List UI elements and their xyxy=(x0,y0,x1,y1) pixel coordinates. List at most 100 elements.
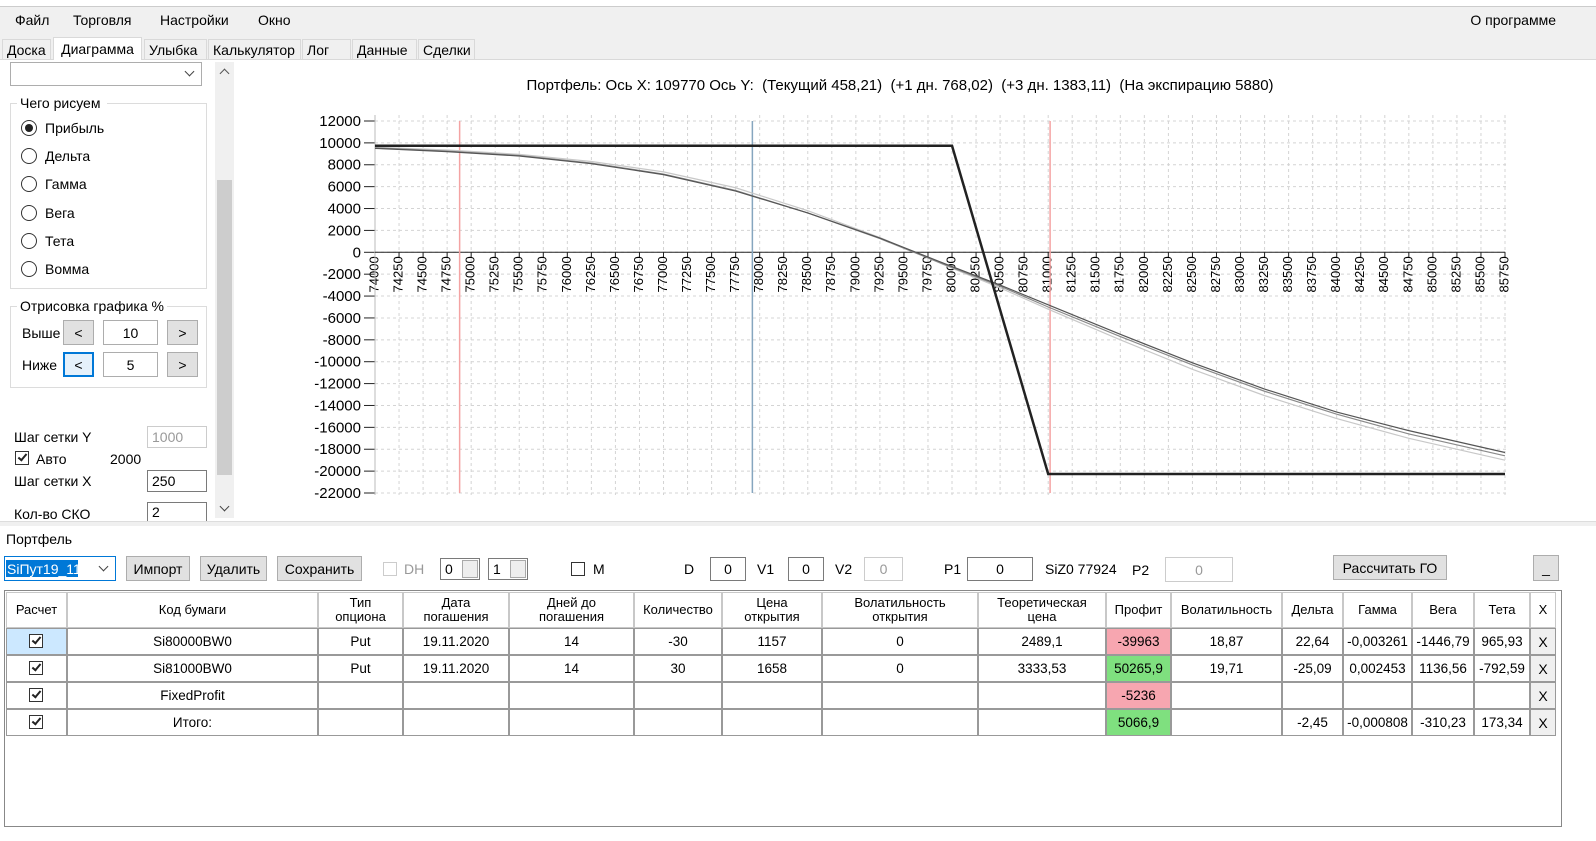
portfolio-name[interactable]: SiПут19_11 xyxy=(6,560,81,577)
grid-y-input[interactable]: 1000 xyxy=(147,426,207,448)
column-header[interactable]: Вега xyxy=(1412,592,1474,628)
table-cell: Si80000BW0 xyxy=(67,628,318,655)
param-input[interactable]: 0 xyxy=(967,557,1033,581)
table-cell: FixedProfit xyxy=(67,682,318,709)
radio[interactable] xyxy=(21,120,37,136)
radio-label[interactable]: Прибыль xyxy=(45,120,105,136)
increment-button[interactable]: > xyxy=(167,352,198,377)
radio[interactable] xyxy=(21,176,37,193)
column-header[interactable]: Код бумаги xyxy=(67,592,318,628)
y-tick-label: -20000 xyxy=(314,463,361,480)
calc-checkbox[interactable] xyxy=(29,688,43,702)
table-cell: Si81000BW0 xyxy=(67,655,318,682)
x-tick-label: 82750 xyxy=(1208,256,1223,292)
series-line xyxy=(374,147,1506,454)
param-input[interactable]: 0 xyxy=(710,557,746,581)
calc-checkbox[interactable] xyxy=(29,715,43,729)
column-header[interactable]: Дата погашения xyxy=(403,592,509,628)
increment-button[interactable]: > xyxy=(167,320,198,345)
combo-box[interactable] xyxy=(10,62,202,86)
radio-label[interactable]: Вомма xyxy=(45,261,90,277)
calc-button[interactable]: Рассчитать ГО xyxy=(1333,555,1447,580)
toolbar-button[interactable]: Импорт xyxy=(126,556,190,581)
field-label: Кол-во СКО xyxy=(14,506,91,522)
x-tick-label: 75250 xyxy=(487,256,502,292)
check-mark xyxy=(31,634,41,645)
x-tick-label: 84000 xyxy=(1328,256,1343,292)
sd-input[interactable]: 2 xyxy=(147,502,207,522)
y-tick-label: -22000 xyxy=(314,485,361,502)
x-tick-label: 81250 xyxy=(1064,256,1079,292)
tab[interactable]: Сделки xyxy=(418,39,475,59)
value-field[interactable]: 10 xyxy=(103,320,158,345)
param-input[interactable]: 0 xyxy=(788,557,824,581)
radio-label[interactable]: Гамма xyxy=(45,176,87,193)
table-cell: 2489,1 xyxy=(978,628,1106,655)
decrement-button[interactable]: < xyxy=(63,320,94,345)
delete-button[interactable]: X xyxy=(1530,628,1556,655)
y-tick-label: -6000 xyxy=(323,310,361,327)
column-header[interactable]: Тип опциона xyxy=(318,592,403,628)
menu-item[interactable]: Окно xyxy=(258,12,291,28)
column-header[interactable]: Тета xyxy=(1474,592,1530,628)
radio[interactable] xyxy=(21,261,37,277)
param-input[interactable]: 0 xyxy=(864,557,903,581)
column-header[interactable]: Теоретическая цена xyxy=(978,592,1106,628)
x-tick-label: 78250 xyxy=(775,256,790,292)
column-header[interactable]: Цена открытия xyxy=(722,592,822,628)
column-header[interactable]: X xyxy=(1530,592,1556,628)
delete-button[interactable]: X xyxy=(1530,682,1556,709)
tab[interactable]: Диаграмма xyxy=(53,37,142,60)
column-header[interactable]: Дней до погашения xyxy=(509,592,634,628)
tab[interactable]: Калькулятор xyxy=(208,39,301,59)
x-tick-label: 77000 xyxy=(655,256,670,292)
menu-about[interactable]: О программе xyxy=(1470,12,1556,28)
column-header[interactable]: Расчет xyxy=(6,592,67,628)
value-field[interactable]: 5 xyxy=(103,352,158,377)
column-header[interactable]: Профит xyxy=(1106,592,1171,628)
dh-checkbox[interactable] xyxy=(383,562,397,576)
x-tick-label: 76250 xyxy=(583,256,598,292)
tab[interactable]: Улыбка xyxy=(144,39,207,59)
x-tick-label: 74250 xyxy=(390,256,405,292)
radio-label[interactable]: Дельта xyxy=(45,148,91,165)
x-tick-label: 85750 xyxy=(1496,256,1511,292)
tab[interactable]: Данные xyxy=(352,39,417,59)
table-cell xyxy=(822,682,978,709)
delete-button[interactable]: X xyxy=(1530,709,1556,736)
radio[interactable] xyxy=(21,232,37,249)
menu-item[interactable]: Настройки xyxy=(160,12,229,28)
column-header[interactable]: Дельта xyxy=(1282,592,1343,628)
m-checkbox[interactable] xyxy=(571,562,585,576)
minimize-button[interactable]: _ xyxy=(1533,555,1559,581)
toolbar-button[interactable]: Сохранить xyxy=(277,556,362,581)
calc-checkbox[interactable] xyxy=(29,634,43,648)
toolbar-button[interactable]: Удалить xyxy=(200,556,267,581)
radio[interactable] xyxy=(21,204,37,221)
decrement-button[interactable]: < xyxy=(63,352,94,377)
table-cell: 5066,9 xyxy=(1106,709,1171,736)
x-tick-label: 80000 xyxy=(943,256,958,292)
menu-item[interactable]: Торговля xyxy=(73,12,132,28)
column-header[interactable]: Количество xyxy=(634,592,722,628)
column-header[interactable]: Волатильность xyxy=(1171,592,1282,628)
grid-x-input[interactable]: 250 xyxy=(147,470,207,492)
radio-label[interactable]: Вега xyxy=(45,204,75,221)
menu-item[interactable]: Файл xyxy=(15,12,50,28)
auto-checkbox[interactable] xyxy=(15,451,29,465)
delete-button[interactable]: X xyxy=(1530,655,1556,682)
tab[interactable]: Доска xyxy=(2,39,51,59)
field-label: P1 xyxy=(944,561,962,577)
chart-title: Портфель: Ось X: 109770 Ось Y: (Текущий … xyxy=(526,77,1273,94)
radio[interactable] xyxy=(21,148,37,165)
radio-label[interactable]: Тета xyxy=(45,232,75,249)
x-tick-label: 75750 xyxy=(535,256,550,292)
param-input[interactable]: 0 xyxy=(1165,557,1233,582)
column-header[interactable]: Волатильность открытия xyxy=(822,592,978,628)
field-label: Ниже xyxy=(22,356,58,373)
calc-checkbox[interactable] xyxy=(29,661,43,675)
table-cell xyxy=(1474,682,1530,709)
tab[interactable]: Лог xyxy=(302,39,351,59)
column-header[interactable]: Гамма xyxy=(1343,592,1412,628)
